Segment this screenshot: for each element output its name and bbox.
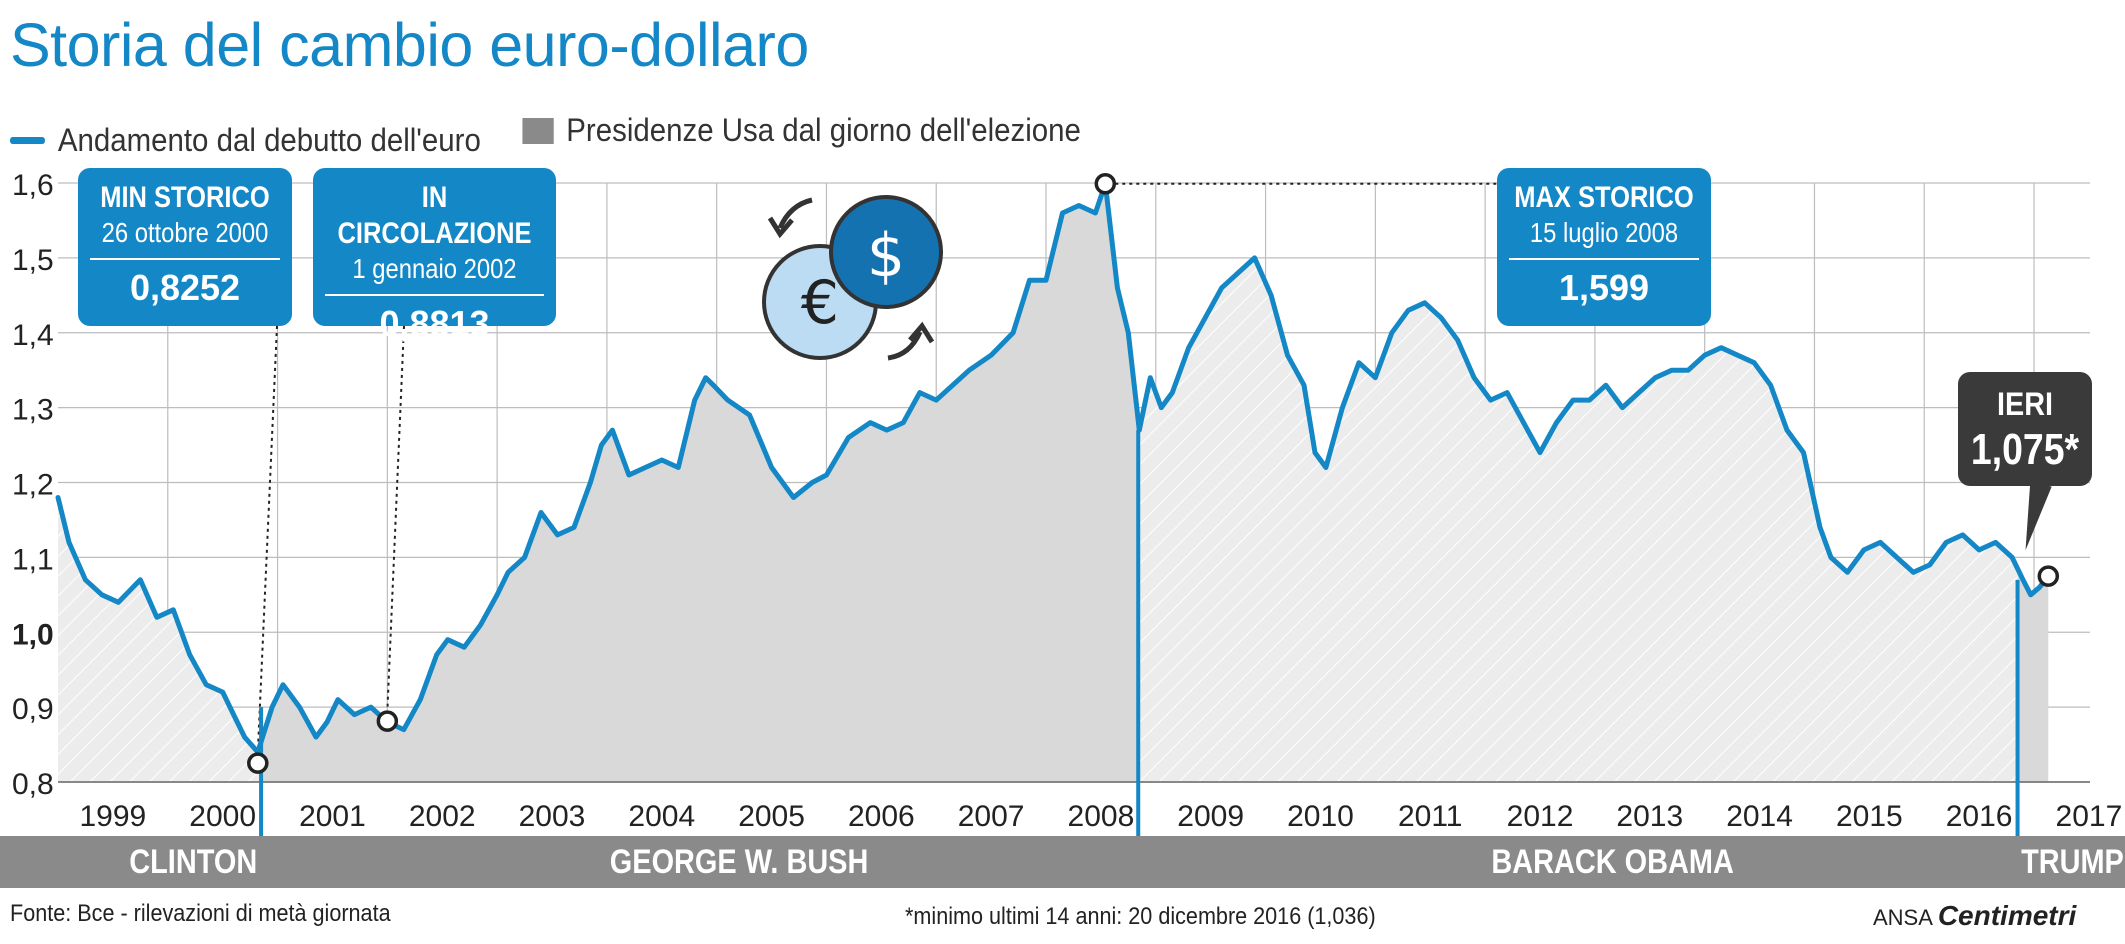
x-tick-label: 2005	[738, 800, 805, 833]
presidency-trump: TRUMP	[2021, 836, 2124, 888]
y-tick-label: 1,4	[12, 319, 54, 352]
marker-point	[378, 712, 396, 730]
y-tick-label: 1,6	[12, 169, 54, 202]
source-note: Fonte: Bce - rilevazioni di metà giornat…	[10, 900, 391, 928]
x-tick-label: 1999	[80, 800, 147, 833]
divider	[1509, 258, 1699, 260]
presidency-bar	[0, 836, 2125, 888]
callout-max-value: 1,599	[1497, 266, 1711, 310]
divider	[90, 258, 280, 260]
callout-circolazione-value: 0,8813	[313, 302, 556, 346]
callout-circolazione-date: 1 gennaio 2002	[331, 252, 538, 286]
x-tick-label: 2008	[1068, 800, 1135, 833]
y-tick-label: 1,1	[12, 543, 54, 576]
callout-ieri: IERI 1,075*	[1958, 372, 2092, 486]
callout-circolazione-title: IN CIRCOLAZIONE	[331, 168, 538, 252]
presidency-clinton: CLINTON	[129, 836, 257, 888]
y-tick-label: 1,5	[12, 244, 54, 277]
callout-min: MIN STORICO 26 ottobre 2000 0,8252	[78, 168, 292, 326]
x-tick-label: 2004	[628, 800, 695, 833]
x-tick-label: 2000	[189, 800, 256, 833]
y-tick-label: 1,3	[12, 394, 54, 427]
x-tick-label: 2007	[958, 800, 1025, 833]
credit-brand: Centimetri	[1938, 900, 2076, 931]
x-tick-label: 2015	[1836, 800, 1903, 833]
callout-min-date: 26 ottobre 2000	[94, 216, 276, 250]
callout-min-title: MIN STORICO	[94, 168, 276, 216]
callout-circolazione: IN CIRCOLAZIONE 1 gennaio 2002 0,8813	[313, 168, 556, 326]
y-tick-label: 1,0	[12, 618, 54, 651]
leader-line-min	[258, 326, 277, 753]
callout-max: MAX STORICO 15 luglio 2008 1,599	[1497, 168, 1711, 326]
svg-text:€: €	[801, 268, 839, 338]
credit-prefix: ANSA	[1873, 905, 1932, 930]
presidency-bush: GEORGE W. BUSH	[610, 836, 869, 888]
x-tick-label: 2010	[1287, 800, 1354, 833]
x-tick-label: 2002	[409, 800, 476, 833]
x-tick-label: 2014	[1726, 800, 1793, 833]
x-tick-label: 2017	[2056, 800, 2123, 833]
x-tick-label: 2016	[1946, 800, 2013, 833]
callout-ieri-title: IERI	[1965, 386, 2086, 423]
marker-point	[1096, 175, 1114, 193]
marker-point	[2039, 567, 2057, 585]
marker-point	[249, 754, 267, 772]
x-tick-label: 2009	[1177, 800, 1244, 833]
x-tick-label: 2013	[1616, 800, 1683, 833]
y-tick-label: 0,8	[12, 768, 54, 801]
presidency-obama: BARACK OBAMA	[1491, 836, 1733, 888]
x-tick-label: 2012	[1507, 800, 1574, 833]
currency-exchange-icon: € $	[764, 197, 941, 358]
svg-text:$: $	[867, 221, 905, 291]
callout-max-date: 15 luglio 2008	[1513, 216, 1695, 250]
callout-max-title: MAX STORICO	[1513, 168, 1695, 216]
x-tick-label: 2001	[299, 800, 366, 833]
divider	[325, 294, 544, 296]
y-tick-label: 1,2	[12, 469, 54, 502]
credit: ANSA Centimetri	[1873, 900, 2076, 932]
callout-min-value: 0,8252	[78, 266, 292, 310]
x-tick-label: 2011	[1398, 800, 1463, 833]
footnote: *minimo ultimi 14 anni: 20 dicembre 2016…	[905, 903, 1376, 931]
x-tick-label: 2003	[519, 800, 586, 833]
y-tick-label: 0,9	[12, 693, 54, 726]
x-tick-label: 2006	[848, 800, 915, 833]
callout-ieri-value: 1,075*	[1968, 425, 2082, 475]
leader-line-circolazione	[387, 326, 404, 711]
